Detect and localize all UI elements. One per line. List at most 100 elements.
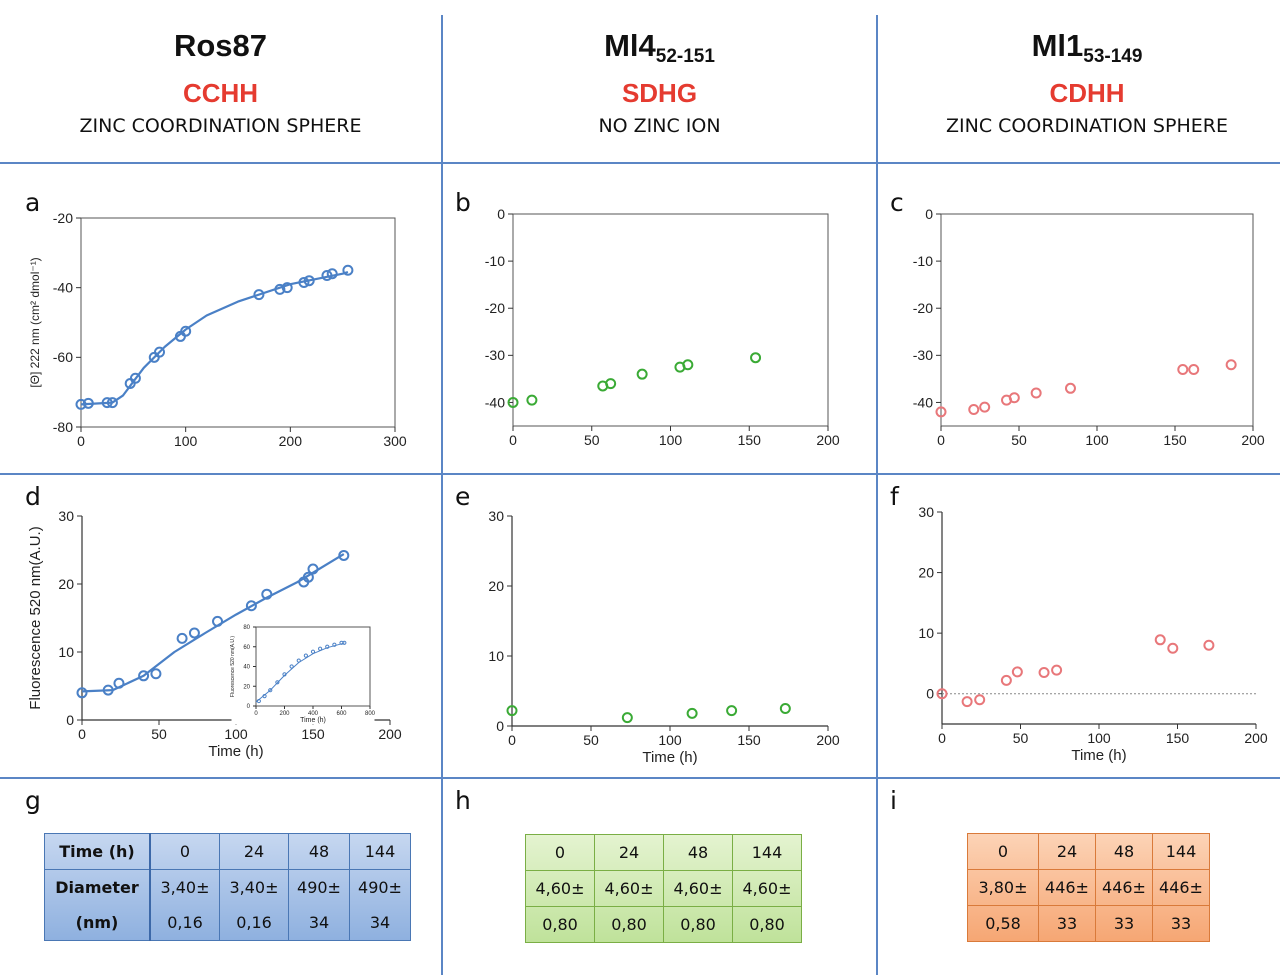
x-axis-label: Time (h) <box>208 743 263 760</box>
table-cell: 0 <box>967 833 1039 870</box>
x-axis-label: Time (h) <box>300 717 326 724</box>
data-point <box>968 404 980 416</box>
data-point <box>936 688 948 700</box>
y-tick-label: 80 <box>243 625 250 631</box>
data-point <box>1064 382 1076 394</box>
panel-label-i: i <box>890 786 897 815</box>
table-cell: 0,16 <box>150 905 220 941</box>
panel-label-b: b <box>455 188 471 217</box>
x-tick-label: 50 <box>584 432 600 448</box>
data-point <box>325 644 330 649</box>
y-tick-label: 0 <box>926 686 934 702</box>
table-cell: 144 <box>349 833 411 870</box>
table-cell: 446± <box>1038 869 1096 906</box>
data-point <box>101 397 113 409</box>
data-point <box>113 677 125 689</box>
data-point <box>1177 363 1189 375</box>
data-point <box>150 668 162 680</box>
motif-label: CCHH <box>182 78 259 108</box>
data-point <box>1011 666 1023 678</box>
chart-f: 0 50 100 150 200 0 10 20 30 Time (h) <box>918 504 1267 764</box>
data-point <box>281 282 293 294</box>
header-ml4: Ml452-151 SDHG NO ZINC ION <box>443 28 876 139</box>
y-tick-label: -20 <box>53 210 73 226</box>
data-point <box>274 283 286 295</box>
x-tick-label: 200 <box>279 433 303 449</box>
table-row: 0,80 0,80 0,80 0,80 <box>525 906 802 943</box>
data-point <box>686 707 698 719</box>
table-cell: 0,16 <box>219 905 289 941</box>
x-axis-label: Time (h) <box>642 749 697 766</box>
y-tick-label: 20 <box>58 576 74 592</box>
table-row: Diameter 3,40± 3,40± 490± 490± <box>44 869 411 905</box>
x-tick-label: 50 <box>583 732 599 748</box>
data-point <box>82 397 94 409</box>
data-point <box>636 368 648 380</box>
y-tick-label: 40 <box>243 665 250 671</box>
table-cell: 34 <box>288 905 350 941</box>
data-point <box>507 396 519 408</box>
y-tick-label: 30 <box>58 508 74 524</box>
panel-label-g: g <box>25 786 41 815</box>
data-point <box>303 653 308 658</box>
header-ros87: Ros87 CCHH ZINC COORDINATION SPHERE <box>0 28 441 139</box>
data-point <box>310 649 316 654</box>
data-point <box>726 705 738 717</box>
table-cell: 48 <box>663 834 733 871</box>
data-point <box>282 672 287 677</box>
x-tick-label: 50 <box>1011 432 1027 448</box>
x-tick-label: 100 <box>224 726 248 742</box>
data-point <box>212 615 224 627</box>
y-tick-label: 20 <box>918 564 934 580</box>
data-point <box>106 397 118 409</box>
x-tick-label: 0 <box>77 433 85 449</box>
chart-e: 0 50 100 150 200 0 10 20 30 Time (h) <box>488 508 839 766</box>
data-point <box>1000 674 1012 686</box>
data-point <box>298 276 310 288</box>
plot-frame <box>80 217 396 428</box>
y-tick-label: -60 <box>53 349 73 365</box>
data-point <box>621 712 633 724</box>
protein-title: Ml452-151 <box>604 28 715 67</box>
x-tick-label: 200 <box>1244 730 1268 746</box>
row-divider-2 <box>0 473 1280 475</box>
y-tick-label: 60 <box>243 645 250 651</box>
x-tick-label: 50 <box>1013 730 1029 746</box>
x-tick-label: 100 <box>659 432 683 448</box>
y-tick-label: -30 <box>913 347 933 363</box>
data-point <box>129 372 141 384</box>
chart-d-inset: 0 200 400 600 800 0 20 40 60 80 Time (h) Fluorescen… <box>230 625 376 724</box>
data-point <box>1051 664 1063 676</box>
x-tick-label: 150 <box>738 432 762 448</box>
y-tick-label: 0 <box>496 718 504 734</box>
table-cell: 4,60± <box>525 870 595 907</box>
chart-c: 0 50 100 150 200 0 -10 -20 -30 -40 <box>913 206 1265 448</box>
table-cell: 0,80 <box>525 906 595 943</box>
data-point <box>779 703 791 714</box>
table-cell: 446± <box>1152 869 1210 906</box>
data-point <box>261 588 273 600</box>
y-tick-label: -30 <box>485 347 505 363</box>
data-point <box>605 378 617 390</box>
row-divider-3 <box>0 777 1280 779</box>
y-tick-label: -40 <box>53 280 73 296</box>
y-tick-label: -40 <box>913 394 933 410</box>
y-tick-label: -80 <box>53 419 73 435</box>
data-point <box>256 698 261 704</box>
table-cell: 24 <box>219 833 289 870</box>
y-tick-label: 10 <box>488 648 504 664</box>
data-point <box>332 642 337 647</box>
table-cell: 144 <box>732 834 802 871</box>
data-point <box>979 401 991 413</box>
x-tick-label: 100 <box>1087 730 1111 746</box>
x-tick-label: 200 <box>1241 432 1265 448</box>
table-cell: 24 <box>594 834 664 871</box>
data-point <box>268 688 273 693</box>
y-tick-label: 0 <box>247 704 251 710</box>
table-cell: 33 <box>1038 905 1096 942</box>
table-row: 0,58 33 33 33 <box>967 905 1210 942</box>
table-cell: 446± <box>1095 869 1153 906</box>
y-tick-label: -10 <box>485 253 505 269</box>
plot-frame <box>940 213 1254 427</box>
table-row: 0 24 48 144 <box>967 833 1210 870</box>
